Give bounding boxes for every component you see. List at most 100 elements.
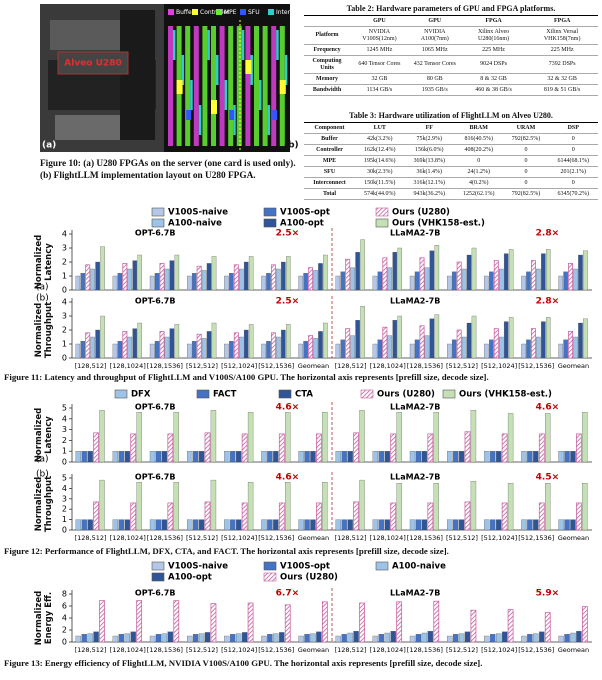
bar — [286, 256, 291, 291]
bar — [167, 502, 174, 531]
bar — [429, 318, 435, 359]
layout-block — [236, 26, 242, 146]
bar — [397, 315, 402, 359]
bar — [266, 341, 271, 359]
layout-block — [241, 30, 245, 60]
bar — [539, 631, 545, 643]
bar — [446, 635, 453, 643]
y-tick-label: 5 — [62, 404, 67, 413]
bar — [286, 324, 291, 359]
layout-block — [207, 30, 210, 60]
x-tick-label: [128,1024] — [370, 646, 406, 654]
bar — [414, 271, 420, 291]
bar — [392, 252, 398, 291]
bar — [206, 331, 212, 359]
legend-swatch — [151, 561, 165, 571]
x-tick-label: [512,1536] — [518, 362, 554, 370]
bar — [527, 634, 533, 643]
bar — [578, 254, 583, 291]
table-header-cell: URAM — [503, 122, 549, 134]
bar — [174, 324, 180, 359]
x-tick-label: [128,512] — [335, 534, 367, 542]
table-cell: 792(82.5%) — [503, 133, 549, 145]
layout-block — [271, 26, 277, 146]
bar — [353, 631, 359, 643]
bar — [493, 260, 499, 291]
bar — [201, 270, 207, 291]
bar — [347, 632, 353, 643]
table-header-row: Component LUT FF BRAM URAM DSP — [304, 122, 598, 134]
bar — [154, 273, 160, 291]
bar — [81, 451, 87, 463]
bar — [372, 635, 379, 643]
bar — [530, 328, 536, 359]
bar — [99, 410, 105, 463]
table-cell: 1245 MHz — [350, 44, 409, 56]
bar — [267, 519, 273, 531]
bar — [100, 246, 105, 291]
x-tick-label: [512,1024] — [481, 362, 517, 370]
bar — [318, 263, 323, 291]
bar — [243, 261, 249, 291]
bar — [224, 451, 230, 463]
bar — [210, 479, 217, 531]
bar — [533, 451, 539, 463]
layout-block — [272, 110, 278, 120]
bar — [382, 257, 388, 291]
bar — [173, 600, 180, 643]
bar — [99, 600, 105, 643]
table-row: Total 574k(44.0%) 943k(36.2%) 1252(62.1%) 79… — [304, 188, 598, 200]
bar — [75, 275, 81, 291]
table-row: MPE 195k(14.6%) 369k(13.8%) 0 0 6144(68.1%) — [304, 155, 598, 167]
bar — [446, 275, 452, 291]
bar — [396, 601, 403, 643]
table-cell: 156k(6.0%) — [404, 144, 454, 156]
table-cell: 408(20.2%) — [453, 144, 504, 156]
bar — [87, 519, 93, 531]
bar — [415, 519, 422, 531]
bar — [238, 336, 244, 359]
bar — [538, 433, 545, 463]
bar — [341, 634, 347, 643]
bar — [155, 634, 162, 643]
table-header-cell: FF — [404, 122, 454, 134]
bar — [161, 633, 168, 643]
legend-label: Ours (VHK158-est.) — [392, 219, 485, 229]
bar — [544, 612, 551, 643]
bar — [558, 275, 563, 291]
legend-swatch — [278, 389, 292, 399]
legend-label: V100S-naive — [168, 208, 228, 218]
x-tick-label: [128,1536] — [147, 362, 183, 370]
bar — [461, 268, 467, 291]
bar — [149, 635, 156, 643]
table-cell: 30k(2.3%) — [355, 166, 405, 178]
bar — [427, 433, 434, 463]
bar — [421, 519, 428, 531]
bar — [224, 635, 230, 643]
y-tick-label: 3 — [62, 312, 67, 321]
bar — [192, 451, 199, 463]
y-tick-label: 0 — [62, 638, 67, 647]
annotation: 2.8× — [536, 297, 559, 307]
legend-swatch — [151, 218, 165, 228]
bar — [273, 451, 279, 463]
bar — [238, 268, 244, 291]
layout-block — [254, 26, 259, 146]
legend-label: DFX — [131, 390, 151, 400]
bar — [236, 633, 242, 643]
bar — [427, 502, 434, 531]
table-cell: 1134 GB/s — [350, 84, 409, 96]
bar — [137, 322, 142, 359]
bar — [169, 260, 175, 291]
bar — [409, 519, 416, 531]
x-tick-label: Geomean — [558, 362, 589, 370]
x-tick-label: [128,512] — [75, 534, 107, 542]
legend-swatch — [196, 389, 210, 399]
x-tick-label: [512,1024] — [221, 362, 257, 370]
x-tick-label: [512,512] — [186, 362, 218, 370]
bar — [355, 320, 360, 359]
bar — [390, 631, 396, 643]
table-row: Interconnect 150k(11.5%) 316k(12.1%) 4(0.2%… — [304, 177, 598, 189]
legend-label: A100-opt — [168, 573, 212, 583]
